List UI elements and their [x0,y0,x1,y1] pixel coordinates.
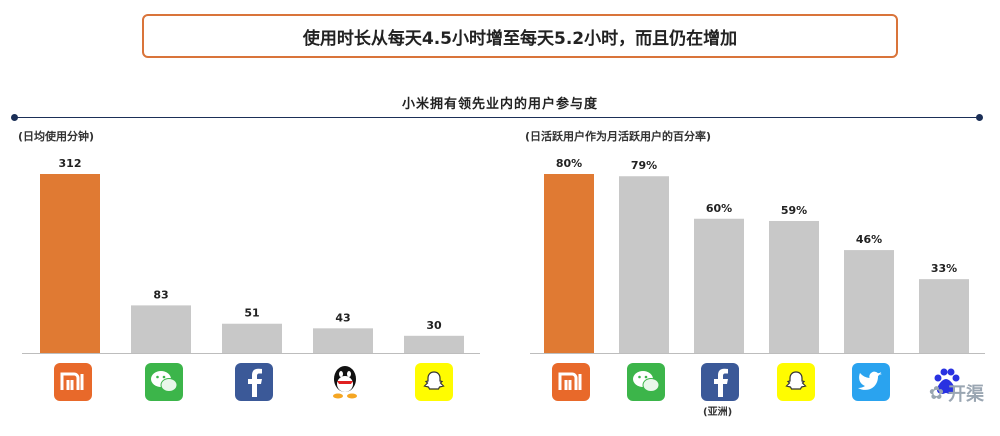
left-chart-subtitle: (日均使用分钟) [18,130,95,143]
wechat-logo-icon [627,363,665,401]
value-label-facebook-logo: 60% [706,202,732,215]
left-chart-baseline [22,353,480,354]
bar-snapchat-logo [404,335,464,353]
value-label-facebook-logo: 51 [244,307,259,320]
divider-dot-left [11,114,18,121]
facebook-asia-caption: (亚洲) [703,407,733,418]
snapchat-logo-icon [415,363,453,401]
wechat-logo-icon [145,363,183,401]
snapchat-logo-icon [777,363,815,401]
value-label-wechat-logo: 79% [631,159,657,172]
bar-twitter-logo [844,250,894,353]
mi-logo-icon [552,363,590,401]
bar-facebook-logo [694,218,744,353]
value-label-snapchat-logo: 59% [781,204,807,217]
bar-baidu-logo [919,279,969,353]
value-label-wechat-logo: 83 [153,288,168,301]
bar-qq-logo [313,328,373,353]
right-chart-baseline [530,353,985,354]
wechat-watermark-icon: ✿ [928,382,944,404]
right-chart-subtitle: (日活跃用户作为月活跃用户的百分率) [525,130,712,143]
twitter-logo-icon [852,363,890,401]
headline-text: 使用时长从每天4.5小时增至每天5.2小时，而且仍在增加 [302,28,738,49]
watermark: ✿ 开渠 [929,380,984,406]
value-label-twitter-logo: 46% [856,233,882,246]
value-label-snapchat-logo: 30 [426,319,442,332]
bar-wechat-logo [619,176,669,353]
value-label-qq-logo: 43 [335,311,350,324]
value-label-mi-logo: 80% [556,157,582,170]
bar-snapchat-logo [769,220,819,353]
watermark-text: 开渠 [948,384,984,405]
facebook-logo-icon [235,363,273,401]
usage-minutes-chart: 312 83 51 43 30 [40,157,464,353]
mi-logo-icon [54,363,92,401]
bar-facebook-logo [222,323,282,353]
divider-dot-right [976,114,983,121]
headline-box: 使用时长从每天4.5小时增至每天5.2小时，而且仍在增加 [142,14,898,58]
value-label-mi-logo: 312 [59,157,82,170]
dau-mau-chart: 80% 79% 60% 59% 46% 33% [544,157,969,353]
bar-mi-logo [544,174,594,353]
baidu-logo-icon [927,363,965,401]
qq-logo-icon [326,363,364,401]
divider-rule [14,117,980,118]
section-title: 小米拥有领先业内的用户参与度 [401,97,598,112]
value-label-baidu-logo: 33% [931,262,957,275]
facebook-logo-icon [701,363,739,401]
bar-wechat-logo [131,305,191,353]
bar-mi-logo [40,174,100,353]
